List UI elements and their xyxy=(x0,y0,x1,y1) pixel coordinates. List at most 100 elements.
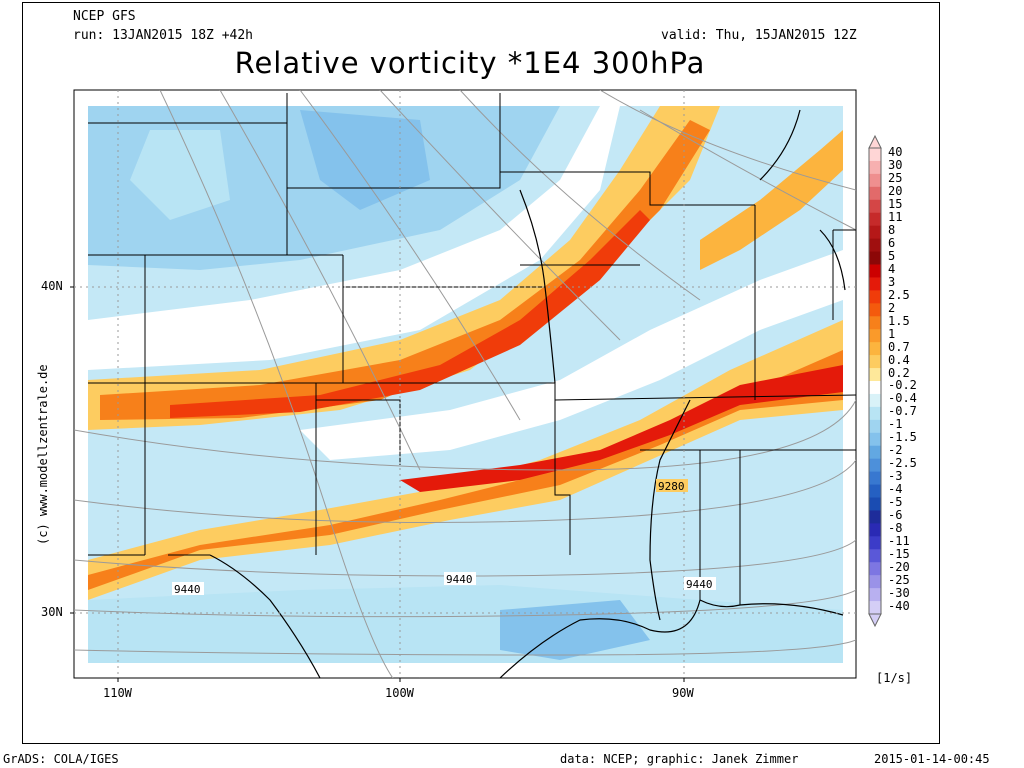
colorbar-label: 1 xyxy=(888,326,896,341)
credit-text: (c) www.modellzentrale.de xyxy=(36,364,50,545)
colorbar-swatch xyxy=(869,148,881,162)
colorbar-label: -0.7 xyxy=(888,404,917,419)
colorbar-swatch xyxy=(869,484,881,498)
colorbar-swatch xyxy=(869,368,881,382)
colorbar-swatch xyxy=(869,445,881,460)
colorbar-swatch xyxy=(869,160,881,175)
contour-label: 9280 xyxy=(658,480,685,493)
band-south-yellow xyxy=(88,320,843,600)
map-title: Relative vorticity *1E4 300hPa xyxy=(234,46,706,80)
colorbar-label: -15 xyxy=(888,546,910,561)
field-white-north xyxy=(88,106,620,370)
colorbar-swatch xyxy=(869,355,881,369)
colorbar-swatch xyxy=(869,316,881,330)
colorbar-swatch xyxy=(869,251,881,265)
colorbar-swatch xyxy=(869,575,881,589)
colorbar-label: 5 xyxy=(888,249,896,264)
colorbar-swatch xyxy=(869,238,881,253)
colorbar-label: 0.4 xyxy=(888,352,910,367)
graticule xyxy=(74,90,856,678)
colorbar-label: -1.5 xyxy=(888,430,917,445)
colorbar-label: -2 xyxy=(888,443,903,458)
colorbar-swatch xyxy=(869,225,881,240)
lat-label-40n: 40N xyxy=(41,279,63,293)
colorbar-label: -20 xyxy=(888,559,910,574)
colorbar-swatch xyxy=(869,173,881,188)
colorbar-label: 11 xyxy=(888,210,903,225)
colorbar-swatch xyxy=(869,458,881,473)
valid-time: valid: Thu, 15JAN2015 12Z xyxy=(661,28,857,43)
colorbar-label: 15 xyxy=(888,197,903,212)
colorbar-bottom-arrow xyxy=(868,613,882,628)
field-white-mid xyxy=(300,250,843,460)
lat-label-30n: 30N xyxy=(41,605,63,619)
colorbar-swatch xyxy=(869,471,881,486)
band-east-streak xyxy=(700,130,843,270)
colorbar-swatch xyxy=(869,393,881,408)
colorbar-label: 0.2 xyxy=(888,365,910,380)
footer-data-credit: data: NCEP; graphic: Janek Zimmer xyxy=(560,752,799,766)
field-north-deepblue xyxy=(300,110,430,210)
colorbar-swatch xyxy=(869,342,881,356)
colorbar-label: 30 xyxy=(888,158,903,173)
colorbar-swatch xyxy=(869,290,881,304)
colorbar-label: 2.5 xyxy=(888,287,910,302)
contour-label: 9440 xyxy=(174,583,201,596)
colorbar-label: -6 xyxy=(888,507,903,522)
colorbar-top-arrow xyxy=(868,134,882,149)
contour-label: 9440 xyxy=(686,578,713,591)
colorbar-swatch xyxy=(869,536,881,550)
field-south-blue xyxy=(88,585,843,663)
colorbar-swatch xyxy=(869,277,881,291)
colorbar-label: 25 xyxy=(888,171,903,186)
colorbar-swatch xyxy=(869,601,881,615)
colorbar-label: 8 xyxy=(888,223,896,238)
colorbar-label: 0.7 xyxy=(888,339,910,354)
colorbar-swatch xyxy=(869,406,881,421)
vorticity-field xyxy=(74,90,856,678)
colorbar-swatch xyxy=(869,432,881,447)
model-name: NCEP GFS xyxy=(73,9,136,24)
colorbar-swatch xyxy=(869,212,881,227)
colorbar-label: -4 xyxy=(888,482,903,497)
footer-software: GrADS: COLA/IGES xyxy=(3,752,119,766)
colorbar-swatch xyxy=(869,510,881,524)
colorbar-label: -40 xyxy=(888,598,910,613)
colorbar-unit: [1/s] xyxy=(876,671,913,685)
lon-label-100w: 100W xyxy=(385,686,414,700)
colorbar-label: -25 xyxy=(888,572,910,587)
colorbar-label: -30 xyxy=(888,585,910,600)
colorbar-swatch xyxy=(869,381,881,395)
colorbar-swatch xyxy=(869,199,881,214)
colorbar-label: 2 xyxy=(888,300,896,315)
colorbar-swatch xyxy=(869,419,881,434)
colorbar-swatch xyxy=(869,523,881,537)
colorbar-label: -0.2 xyxy=(888,378,917,393)
colorbar-label: 40 xyxy=(888,145,903,160)
coastlines xyxy=(209,109,846,678)
colorbar-swatch xyxy=(869,329,881,343)
colorbar-swatch xyxy=(869,588,881,602)
contour-label: 9440 xyxy=(446,573,473,586)
map-frame xyxy=(22,2,940,744)
colorbar-label: -1 xyxy=(888,417,903,432)
colorbar xyxy=(868,134,882,628)
colorbar-label: 20 xyxy=(888,184,903,199)
lon-label-110w: 110W xyxy=(103,686,132,700)
colorbar-label: 4 xyxy=(888,261,896,276)
colorbar-swatch xyxy=(869,497,881,511)
colorbar-label: 1.5 xyxy=(888,313,910,328)
colorbar-swatch xyxy=(869,186,881,201)
colorbar-label: -3 xyxy=(888,469,903,484)
axis-ticks xyxy=(70,286,685,682)
colorbar-swatch xyxy=(869,549,881,563)
footer-timestamp: 2015-01-14-00:45 xyxy=(874,752,990,766)
colorbar-label: -5 xyxy=(888,494,903,509)
colorbar-swatch xyxy=(869,562,881,576)
state-borders xyxy=(88,93,856,605)
run-time: run: 13JAN2015 18Z +42h xyxy=(73,28,254,43)
colorbar-label: 3 xyxy=(888,274,896,289)
band-north-red xyxy=(170,210,650,418)
colorbar-swatch xyxy=(869,264,881,278)
